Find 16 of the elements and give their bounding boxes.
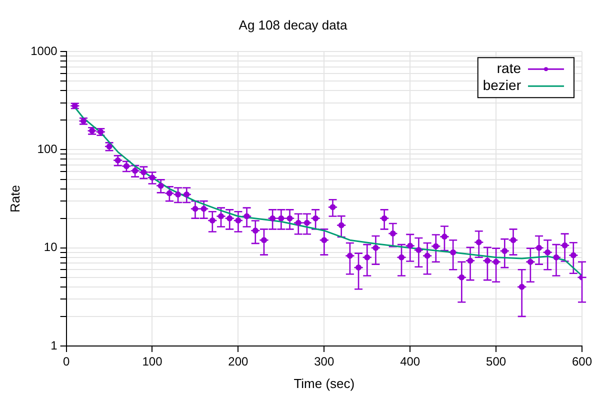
y-tick-label: 1000: [30, 44, 58, 58]
x-axis-title: Time (sec): [294, 376, 355, 391]
x-tick-label: 300: [314, 354, 334, 369]
x-tick-label: 500: [486, 354, 506, 369]
chart-title: Ag 108 decay data: [238, 17, 348, 32]
y-tick-label: 10: [44, 240, 58, 254]
x-tick-label: 200: [228, 354, 249, 369]
y-axis-title: Rate: [7, 185, 22, 213]
y-tick-label: 100: [37, 142, 58, 156]
x-tick-label: 600: [572, 354, 592, 369]
x-tick-label: 0: [62, 354, 70, 369]
y-tick-label: 1: [50, 338, 58, 352]
legend-label: bezier: [482, 76, 522, 93]
x-tick-label: 400: [400, 354, 420, 369]
legend-label: rate: [496, 60, 522, 76]
x-tick-label: 100: [142, 354, 163, 369]
